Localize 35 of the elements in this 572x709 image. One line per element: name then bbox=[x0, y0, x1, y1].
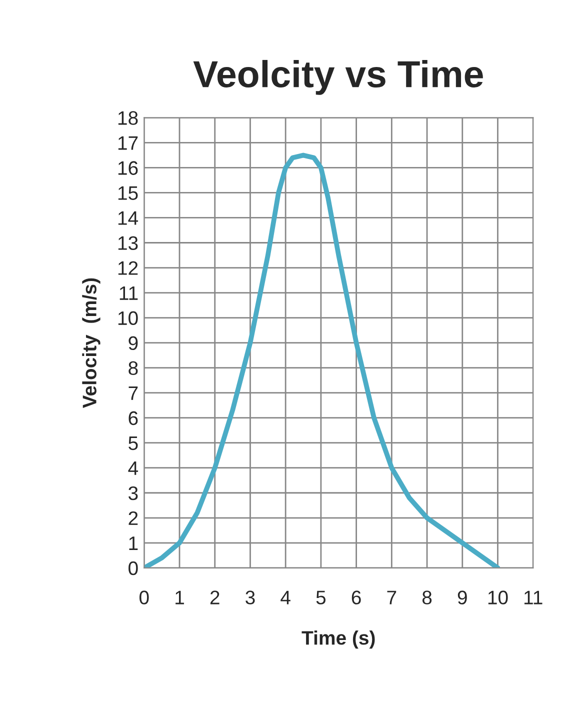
y-tick-label: 4 bbox=[128, 462, 138, 475]
y-tick-label: 12 bbox=[118, 261, 138, 275]
y-tick-label: 17 bbox=[118, 136, 138, 150]
y-tick-label: 18 bbox=[118, 111, 138, 125]
x-tick-label: 1 bbox=[176, 590, 184, 604]
x-tick-label: 11 bbox=[524, 590, 542, 604]
y-tick-label: 13 bbox=[118, 236, 138, 250]
y-tick-label: 5 bbox=[128, 436, 138, 450]
y-axis-title: Velocity (m/s) bbox=[82, 278, 100, 408]
y-tick-label: 3 bbox=[128, 486, 138, 500]
y-tick-label: 9 bbox=[128, 336, 138, 350]
y-tick-label: 8 bbox=[128, 361, 138, 376]
x-tick-label: 2 bbox=[210, 590, 220, 604]
y-tick-label: 16 bbox=[118, 161, 138, 175]
y-tick-label: 0 bbox=[128, 561, 138, 576]
x-tick-label: 6 bbox=[352, 590, 361, 604]
x-tick-label: 8 bbox=[422, 590, 432, 604]
line-series bbox=[144, 152, 500, 568]
x-tick-label: 10 bbox=[488, 590, 508, 604]
x-tick-label: 9 bbox=[458, 590, 467, 604]
y-tick-label: 1 bbox=[129, 536, 138, 550]
y-tick-label: 2 bbox=[128, 511, 138, 525]
y-tick-label: 6 bbox=[128, 411, 138, 426]
y-tick-label: 7 bbox=[128, 386, 138, 400]
x-axis-title: Time (s) bbox=[302, 630, 375, 649]
x-tick-label: 0 bbox=[139, 590, 149, 604]
x-tick-label: 3 bbox=[246, 590, 255, 604]
y-tick-label: 15 bbox=[118, 186, 138, 200]
x-tick-label: 5 bbox=[316, 590, 326, 604]
chart-title: Veolcity vs Time bbox=[193, 60, 483, 95]
x-tick-label: 7 bbox=[387, 590, 396, 604]
y-tick-label: 11 bbox=[120, 286, 138, 300]
y-tick-label: 14 bbox=[118, 211, 138, 225]
y-tick-label: 10 bbox=[118, 311, 138, 326]
x-tick-label: 4 bbox=[280, 590, 290, 604]
